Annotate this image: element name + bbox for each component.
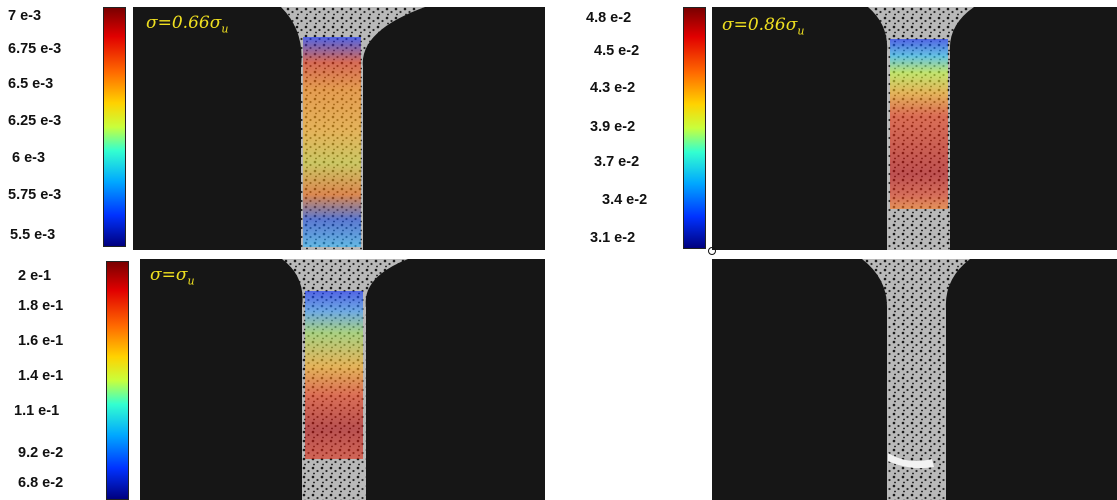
dic-panel-a: σ=0.66σu: [133, 7, 545, 250]
tick-label: 4.8 e-2: [586, 10, 632, 26]
dic-panel-d: [712, 259, 1117, 500]
tick-label: 6.25 e-3: [8, 113, 62, 129]
specimen-image-c: [282, 259, 408, 500]
tick-label: 5.75 e-3: [8, 187, 62, 203]
tick-label: 1.8 e-1: [18, 298, 64, 314]
stress-label-b: σ=0.86σu: [722, 15, 805, 38]
specimen-image-d: [862, 259, 970, 500]
tick-label: 7 e-3: [8, 8, 42, 24]
tick-label: 6.8 e-2: [18, 475, 64, 491]
colorbar-b: [683, 7, 706, 249]
tick-label: 3.4 e-2: [602, 192, 648, 208]
tick-label: 1.1 e-1: [14, 403, 60, 419]
fracture-mark: [888, 453, 934, 469]
tick-label: 6 e-3: [12, 150, 46, 166]
tick-label: 4.3 e-2: [590, 80, 636, 96]
tick-label: 6.5 e-3: [8, 76, 54, 92]
tick-label: 3.7 e-2: [594, 154, 640, 170]
tick-label: 3.1 e-2: [590, 230, 636, 246]
tick-label: 3.9 e-2: [590, 119, 636, 135]
stress-label-a: σ=0.66σu: [146, 13, 229, 36]
marker-circle: [708, 247, 716, 255]
tick-label: 6.75 e-3: [8, 41, 62, 57]
tick-label: 1.4 e-1: [18, 368, 64, 384]
tick-label: 1.6 e-1: [18, 333, 64, 349]
stress-label-c: σ=σu: [150, 265, 195, 288]
tick-label: 2 e-1: [18, 268, 52, 284]
specimen-image-b: [868, 7, 974, 250]
dic-panel-c: σ=σu: [140, 259, 545, 500]
colorbar-c: [106, 261, 129, 500]
tick-label: 4.5 e-2: [594, 43, 640, 59]
tick-label: 9.2 e-2: [18, 445, 64, 461]
colorbar-a: [103, 7, 126, 247]
specimen-image-a: [281, 7, 425, 250]
tick-label: 5.5 e-3: [10, 227, 56, 243]
dic-panel-b: σ=0.86σu: [712, 7, 1117, 250]
